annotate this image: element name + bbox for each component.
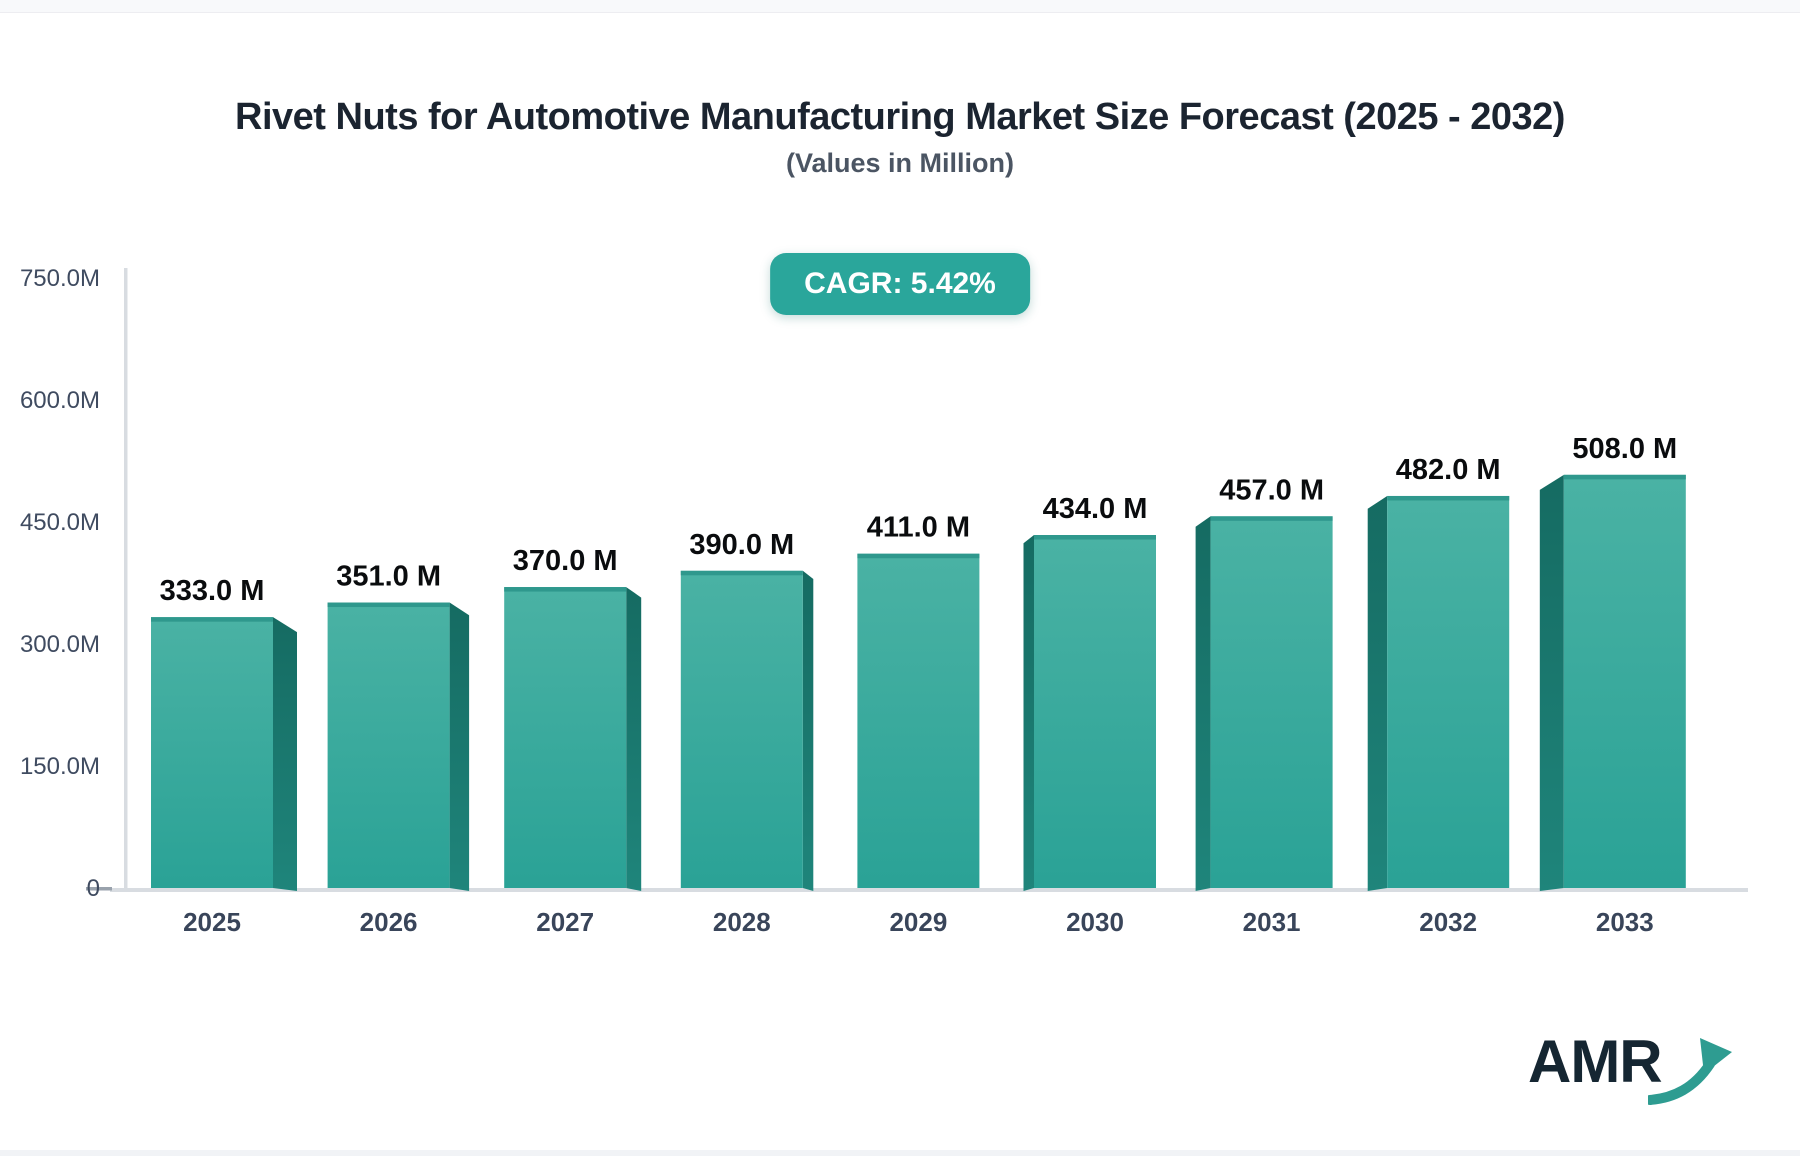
x-tick-label-2031: 2031 — [1243, 907, 1301, 937]
bar-group-2029: 411.0 M 2029 — [857, 512, 980, 937]
bar-group-2028: 390.0 M 2028 — [680, 529, 814, 937]
bar-face — [1034, 535, 1156, 888]
amr-logo-text: AMR — [1528, 1028, 1663, 1095]
bar-value-label: 370.0 M — [513, 545, 618, 577]
bar-top-edge — [151, 617, 273, 622]
amr-logo: AMR — [1528, 1032, 1740, 1108]
x-tick-label-2026: 2026 — [360, 907, 418, 937]
bar-face — [680, 570, 803, 888]
bar-group-2031: 457.0 M 2031 — [1195, 474, 1333, 937]
bar-side-face — [273, 617, 297, 891]
y-tick-label-0: 0 — [87, 875, 100, 902]
bar-side-face — [1539, 474, 1564, 891]
growth-arrow-icon — [1647, 1038, 1732, 1105]
y-tick-label-450.0M: 450.0M — [20, 509, 100, 536]
bar-top-edge — [680, 570, 803, 576]
y-tick-label-750.0M: 750.0M — [20, 265, 100, 292]
x-axis-line — [110, 888, 1748, 892]
bar-value-label: 333.0 M — [160, 575, 265, 607]
bar-side-face — [1367, 495, 1388, 891]
chart-subtitle: (Values in Million) — [785, 148, 1015, 178]
x-tick-label-2029: 2029 — [889, 907, 947, 937]
bar-face — [1387, 495, 1510, 888]
bar-group-2032: 482.0 M 2032 — [1367, 454, 1510, 937]
y-tick-label-600.0M: 600.0M — [20, 387, 100, 414]
bar-top-edge — [504, 587, 627, 592]
bar-top-edge — [857, 553, 980, 559]
bar-group-2025: 333.0 M 2025 — [151, 575, 297, 937]
bar-face — [1210, 516, 1333, 888]
x-tick-label-2030: 2030 — [1066, 907, 1124, 937]
bar-group-2027: 370.0 M 2027 — [504, 545, 642, 937]
bar-side-face — [449, 602, 470, 891]
cagr-badge: CAGR: 5.42% — [770, 253, 1030, 315]
bar-group-2033: 508.0 M 2033 — [1539, 433, 1686, 937]
bar-value-label: 482.0 M — [1396, 454, 1501, 486]
x-tick-label-2027: 2027 — [536, 907, 594, 937]
y-tick-label-150.0M: 150.0M — [20, 753, 100, 780]
y-tick-label-300.0M: 300.0M — [20, 631, 100, 658]
bar-group-2026: 351.0 M 2026 — [327, 561, 470, 937]
chart-title: Rivet Nuts for Automotive Manufacturing … — [235, 96, 1565, 138]
x-tick-label-2033: 2033 — [1596, 907, 1654, 937]
bar-value-label: 457.0 M — [1219, 474, 1324, 506]
bar-group-2030: 434.0 M 2030 — [1023, 493, 1156, 937]
zero-tick-mark — [86, 887, 112, 891]
bar-value-label: 434.0 M — [1043, 493, 1148, 525]
bar-value-label: 508.0 M — [1572, 433, 1677, 465]
bar-face — [857, 553, 980, 888]
x-tick-label-2032: 2032 — [1419, 907, 1477, 937]
x-tick-label-2025: 2025 — [183, 907, 241, 937]
bar-side-face — [1195, 516, 1211, 891]
bar-value-label: 351.0 M — [336, 561, 441, 593]
x-tick-label-2028: 2028 — [713, 907, 771, 937]
bar-chart: 0 150.0M 300.0M 450.0M 600.0M 750.0M 333.0 M 20… — [20, 265, 1748, 937]
bottom-strip — [0, 1150, 1800, 1156]
bar-side-face — [802, 570, 814, 891]
bar-top-edge — [1210, 516, 1333, 521]
bar-side-face — [626, 587, 642, 891]
bar-value-label: 390.0 M — [689, 529, 794, 561]
bar-side-face — [1023, 535, 1034, 891]
bar-top-edge — [1387, 495, 1510, 501]
bar-face — [504, 587, 627, 888]
top-strip — [0, 0, 1800, 13]
bar-face — [151, 617, 273, 888]
y-axis-line — [124, 268, 128, 888]
bar-face — [1563, 474, 1686, 888]
bar-value-label: 411.0 M — [867, 512, 970, 544]
bar-top-edge — [327, 602, 450, 608]
bar-top-edge — [1034, 535, 1156, 540]
bar-face — [327, 602, 450, 888]
bar-top-edge — [1563, 474, 1686, 480]
